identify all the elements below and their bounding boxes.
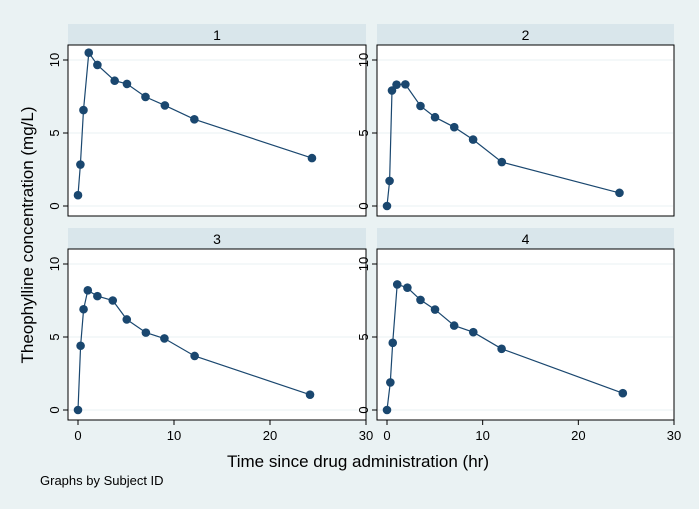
data-point <box>392 280 402 289</box>
y-tick-label: 10 <box>356 53 371 67</box>
panel-label: 2 <box>522 27 530 43</box>
data-point <box>79 105 88 115</box>
data-point <box>449 122 459 132</box>
data-point <box>141 328 151 337</box>
y-tick-label: 10 <box>47 53 62 67</box>
data-point <box>190 351 199 361</box>
data-point <box>401 80 410 89</box>
data-point <box>160 101 170 110</box>
x-tick-label: 10 <box>475 428 489 443</box>
plot-area <box>376 44 675 217</box>
y-tick-label: 0 <box>356 406 371 413</box>
data-point <box>392 80 401 89</box>
data-point <box>305 390 315 399</box>
data-point <box>468 135 478 144</box>
data-point <box>73 405 83 415</box>
panel-strip <box>377 24 674 45</box>
panel-strip <box>68 24 366 45</box>
data-point <box>160 334 169 343</box>
data-point <box>497 344 506 354</box>
x-tick-label: 30 <box>667 428 681 443</box>
y-tick-label: 5 <box>47 333 62 340</box>
panel-2: 2 0 5 10 <box>356 24 675 217</box>
x-tick-label: 20 <box>571 428 585 443</box>
data-point <box>307 153 317 163</box>
x-tick-label: 0 <box>383 428 390 443</box>
data-point <box>449 321 459 330</box>
x-axis-title: Time since drug administration (hr) <box>227 452 489 471</box>
data-point <box>416 101 425 111</box>
panel-label: 4 <box>522 231 530 247</box>
data-point <box>93 291 102 301</box>
graphs-by-note: Graphs by Subject ID <box>40 473 164 488</box>
panel-label: 1 <box>213 27 221 43</box>
data-point <box>416 295 425 305</box>
x-tick-label: 30 <box>359 428 373 443</box>
x-tick-label: 0 <box>74 428 81 443</box>
data-point <box>108 296 118 305</box>
data-point <box>76 160 85 169</box>
data-point <box>122 79 132 89</box>
data-point <box>497 157 507 167</box>
y-axis-title: Theophylline concentration (mg/L) <box>18 106 37 363</box>
data-point <box>84 48 94 57</box>
panel-strip <box>68 228 366 249</box>
data-point <box>388 338 398 348</box>
plot-area <box>67 248 367 421</box>
data-point <box>403 283 412 292</box>
x-tick-label: 10 <box>167 428 181 443</box>
data-point <box>382 405 392 415</box>
data-point <box>73 190 83 200</box>
data-point <box>93 60 102 70</box>
data-point <box>79 304 88 314</box>
data-point <box>382 201 392 211</box>
plot-area <box>67 44 367 217</box>
data-point <box>430 305 440 314</box>
y-tick-label: 0 <box>47 202 62 209</box>
data-point <box>387 86 397 95</box>
panel-4: 4 0 5 10 0 10 20 30 <box>356 228 681 443</box>
y-tick-label: 0 <box>47 406 62 413</box>
data-point <box>430 112 440 122</box>
data-point <box>141 92 150 102</box>
panel-label: 3 <box>213 231 221 247</box>
y-tick-label: 0 <box>356 202 371 209</box>
data-point <box>122 315 132 324</box>
data-point <box>83 285 93 295</box>
plot-area <box>376 248 675 421</box>
y-tick-label: 5 <box>47 129 62 136</box>
y-tick-label: 5 <box>356 129 371 136</box>
panel-strip <box>377 228 674 249</box>
data-point <box>190 114 199 124</box>
data-point <box>110 76 119 86</box>
data-point <box>76 341 85 351</box>
data-point <box>615 188 624 198</box>
data-point <box>386 378 395 387</box>
x-tick-label: 20 <box>263 428 277 443</box>
y-tick-label: 10 <box>47 257 62 271</box>
y-tick-label: 5 <box>356 333 371 340</box>
data-point <box>385 176 394 186</box>
data-point <box>618 388 628 398</box>
y-tick-label: 10 <box>356 257 371 271</box>
data-point <box>468 327 478 337</box>
